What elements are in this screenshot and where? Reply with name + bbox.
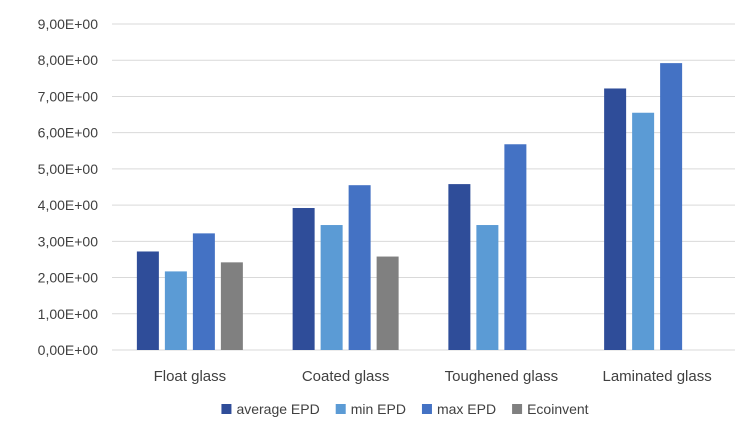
legend-swatch-average-epd — [221, 404, 232, 414]
y-tick-label: 0,00E+00 — [38, 342, 99, 358]
legend-swatch-min-epd — [335, 404, 346, 414]
bar-min-epd-laminated-glass — [632, 112, 655, 350]
x-axis-category-labels: Float glass Coated glass Toughened glass La… — [154, 368, 712, 385]
bar-average-epd-coated-glass — [292, 208, 315, 350]
bar-min-epd-coated-glass — [320, 225, 343, 350]
bar-max-epd-float-glass — [192, 233, 215, 350]
bar-max-epd-laminated-glass — [660, 63, 683, 351]
y-axis-tick-labels: 0,00E+00 1,00E+00 2,00E+00 3,00E+00 4,00E+00… — [38, 16, 99, 358]
y-tick-label: 3,00E+00 — [38, 233, 99, 249]
legend-label-ecoinvent: Ecoinvent — [527, 401, 589, 417]
bar-min-epd-toughened-glass — [476, 225, 499, 350]
bar-ecoinvent-float-glass — [220, 262, 243, 350]
legend-swatch-ecoinvent — [512, 404, 523, 414]
bar-max-epd-toughened-glass — [504, 144, 527, 350]
bar-min-epd-float-glass — [164, 271, 187, 350]
legend-label-average-epd: average EPD — [236, 401, 319, 417]
y-tick-label: 5,00E+00 — [38, 161, 99, 177]
bar-average-epd-laminated-glass — [604, 88, 627, 350]
category-label: Coated glass — [302, 368, 390, 385]
y-tick-label: 6,00E+00 — [38, 125, 99, 141]
y-tick-label: 1,00E+00 — [38, 306, 99, 322]
category-label: Toughened glass — [445, 368, 558, 385]
y-tick-label: 8,00E+00 — [38, 52, 99, 68]
y-tick-label: 7,00E+00 — [38, 88, 99, 104]
bar-average-epd-toughened-glass — [448, 184, 471, 350]
bar-max-epd-coated-glass — [348, 185, 371, 350]
legend-swatch-max-epd — [421, 404, 432, 414]
legend-label-min-epd: min EPD — [351, 401, 406, 417]
bar-ecoinvent-coated-glass — [376, 256, 399, 350]
category-label: Float glass — [154, 368, 227, 385]
legend: average EPD min EPD max EPD Ecoinvent — [221, 401, 589, 417]
y-tick-label: 2,00E+00 — [38, 270, 99, 286]
bar-average-epd-float-glass — [136, 251, 159, 350]
legend-label-max-epd: max EPD — [437, 401, 496, 417]
y-tick-label: 9,00E+00 — [38, 16, 99, 32]
gridlines — [112, 23, 735, 351]
category-label: Laminated glass — [603, 368, 712, 385]
y-tick-label: 4,00E+00 — [38, 197, 99, 213]
bars — [136, 63, 683, 351]
